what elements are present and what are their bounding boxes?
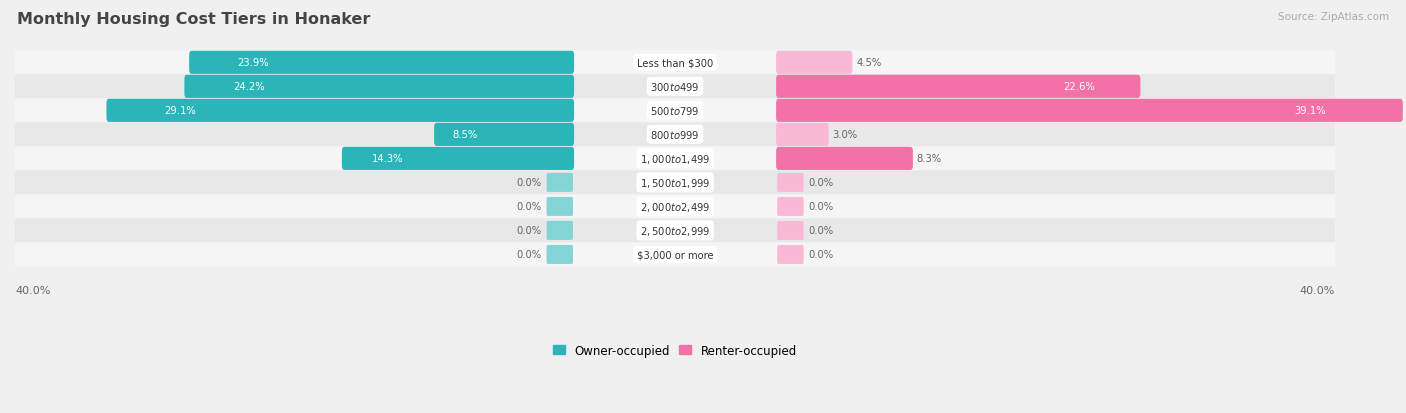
FancyBboxPatch shape [434,123,574,147]
Text: 22.6%: 22.6% [1063,82,1095,92]
Text: 8.5%: 8.5% [453,130,478,140]
Text: 29.1%: 29.1% [165,106,197,116]
FancyBboxPatch shape [776,100,1403,123]
Text: $2,000 to $2,499: $2,000 to $2,499 [640,200,710,214]
FancyBboxPatch shape [15,51,1336,75]
FancyBboxPatch shape [547,173,574,192]
Text: $300 to $499: $300 to $499 [651,81,700,93]
Text: 8.3%: 8.3% [917,154,942,164]
Text: $3,000 or more: $3,000 or more [637,250,713,260]
Text: $500 to $799: $500 to $799 [651,105,700,117]
FancyBboxPatch shape [15,99,1336,123]
Text: Monthly Housing Cost Tiers in Honaker: Monthly Housing Cost Tiers in Honaker [17,12,370,27]
FancyBboxPatch shape [15,219,1336,243]
FancyBboxPatch shape [778,245,804,264]
Text: 0.0%: 0.0% [516,178,541,188]
FancyBboxPatch shape [778,173,804,192]
Text: 3.0%: 3.0% [832,130,858,140]
FancyBboxPatch shape [778,197,804,216]
Text: 40.0%: 40.0% [15,285,51,295]
FancyBboxPatch shape [15,171,1336,195]
FancyBboxPatch shape [776,52,852,75]
FancyBboxPatch shape [15,195,1336,219]
FancyBboxPatch shape [15,123,1336,147]
FancyBboxPatch shape [190,52,574,75]
Text: 14.3%: 14.3% [371,154,404,164]
FancyBboxPatch shape [776,123,828,147]
Text: $2,500 to $2,999: $2,500 to $2,999 [640,224,710,237]
Legend: Owner-occupied, Renter-occupied: Owner-occupied, Renter-occupied [548,339,801,362]
Text: 4.5%: 4.5% [856,58,882,68]
Text: 0.0%: 0.0% [808,202,834,212]
Text: 0.0%: 0.0% [808,226,834,236]
Text: 0.0%: 0.0% [516,202,541,212]
Text: 24.2%: 24.2% [233,82,264,92]
FancyBboxPatch shape [342,147,574,171]
FancyBboxPatch shape [547,221,574,240]
FancyBboxPatch shape [15,147,1336,171]
Text: 0.0%: 0.0% [516,226,541,236]
FancyBboxPatch shape [184,76,574,99]
Text: 39.1%: 39.1% [1294,106,1326,116]
Text: 0.0%: 0.0% [516,250,541,260]
Text: $800 to $999: $800 to $999 [651,129,700,141]
FancyBboxPatch shape [15,243,1336,267]
FancyBboxPatch shape [15,75,1336,99]
FancyBboxPatch shape [778,221,804,240]
Text: 0.0%: 0.0% [808,250,834,260]
Text: $1,000 to $1,499: $1,000 to $1,499 [640,152,710,166]
FancyBboxPatch shape [107,100,574,123]
FancyBboxPatch shape [776,76,1140,99]
Text: 23.9%: 23.9% [238,58,269,68]
FancyBboxPatch shape [547,245,574,264]
Text: $1,500 to $1,999: $1,500 to $1,999 [640,176,710,190]
FancyBboxPatch shape [776,147,912,171]
Text: 0.0%: 0.0% [808,178,834,188]
FancyBboxPatch shape [547,197,574,216]
Text: Source: ZipAtlas.com: Source: ZipAtlas.com [1278,12,1389,22]
Text: 40.0%: 40.0% [1299,285,1336,295]
Text: Less than $300: Less than $300 [637,58,713,68]
